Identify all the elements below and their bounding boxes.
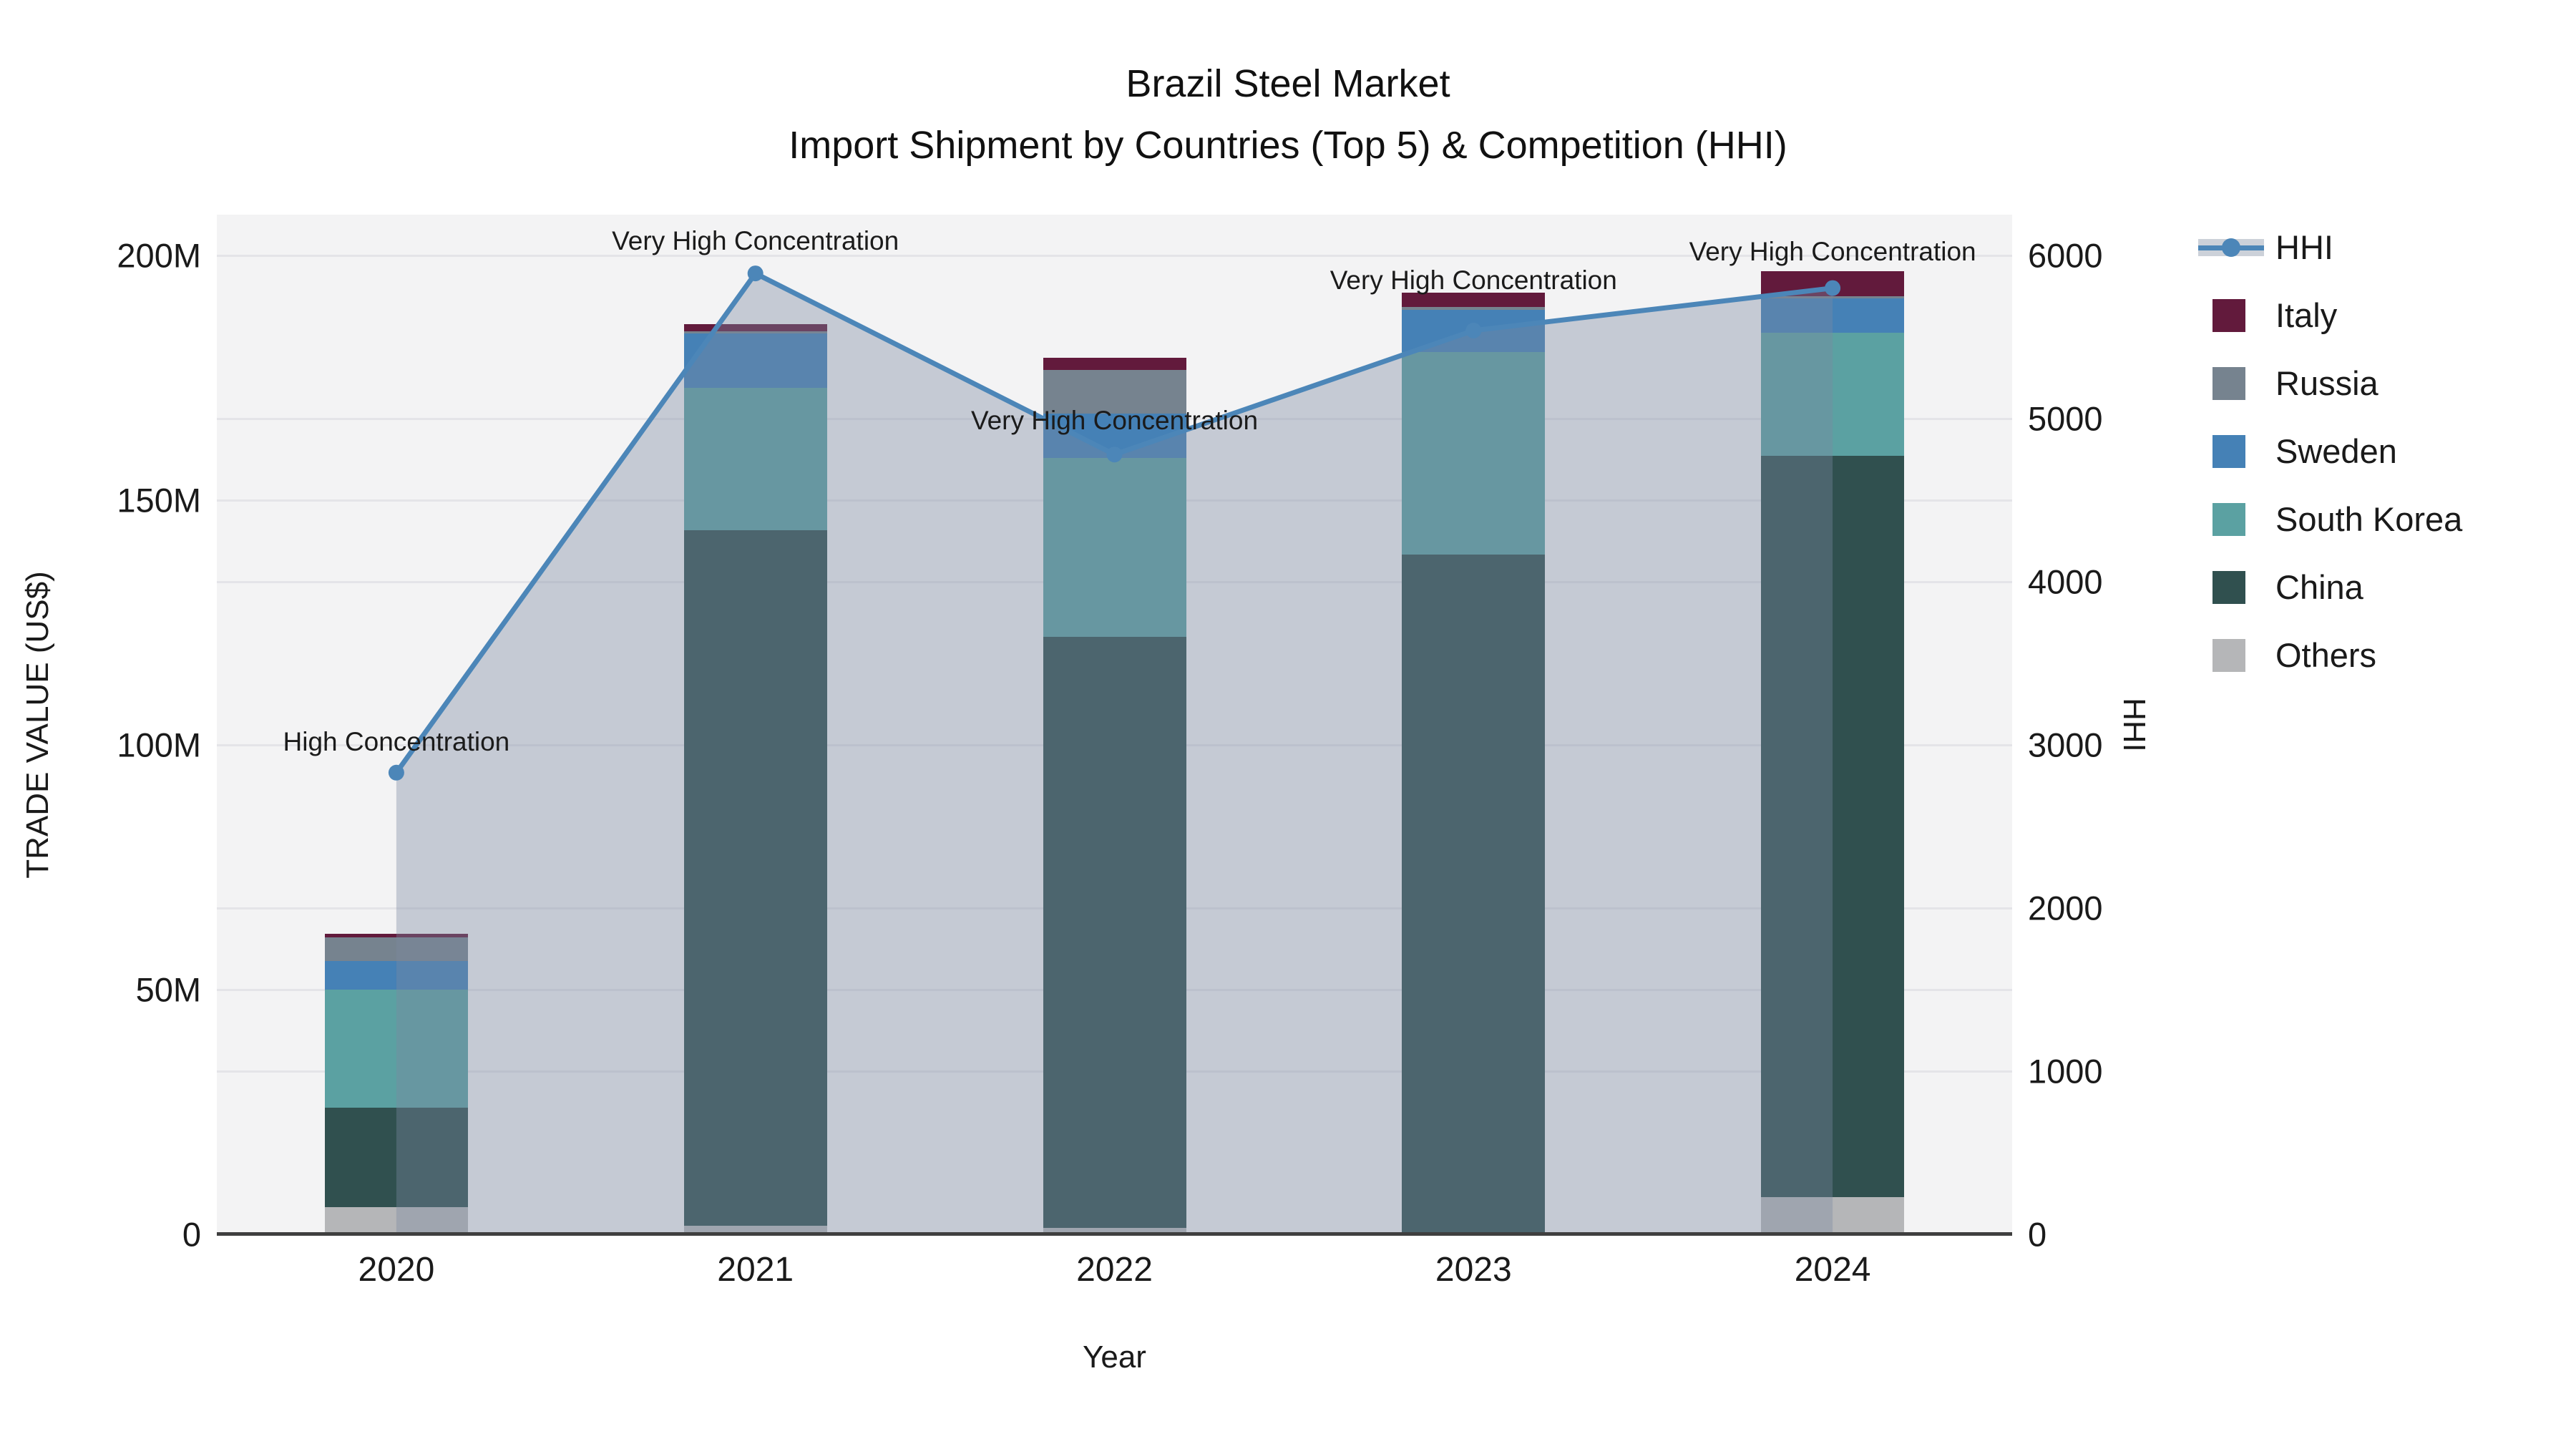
y-left-tick-label: 150M bbox=[117, 481, 201, 519]
annotation-2020: High Concentration bbox=[283, 726, 510, 756]
legend-item-others[interactable]: Others bbox=[2198, 621, 2462, 689]
bar-segment-russia[interactable] bbox=[1761, 296, 1905, 299]
legend-swatch-icon bbox=[2198, 570, 2273, 604]
bar-segment-russia[interactable] bbox=[1043, 369, 1186, 414]
annotation-2021: Very High Concentration bbox=[612, 226, 899, 256]
x-tick-label-2022: 2022 bbox=[1076, 1251, 1153, 1289]
bar-segment-south-korea[interactable] bbox=[1043, 458, 1186, 637]
annotation-2023: Very High Concentration bbox=[1330, 265, 1617, 295]
bar-segment-china[interactable] bbox=[1402, 555, 1546, 1233]
y-right-tick-label: 3000 bbox=[2028, 726, 2103, 764]
plot-area[interactable]: TRADE VALUE (US$) HHI Year High Concentr… bbox=[20, 215, 2152, 1375]
y-right-tick-label: 1000 bbox=[2028, 1052, 2103, 1091]
legend-swatch-icon bbox=[2198, 298, 2273, 332]
legend-item-russia[interactable]: Russia bbox=[2198, 349, 2462, 417]
legend-label: Others bbox=[2275, 636, 2377, 674]
bar-segment-russia[interactable] bbox=[324, 937, 468, 962]
bar-segment-sweden[interactable] bbox=[1761, 298, 1905, 333]
legend-swatch-icon bbox=[2198, 502, 2273, 536]
x-tick-label-2024: 2024 bbox=[1794, 1251, 1871, 1289]
bar-segment-south-korea[interactable] bbox=[1402, 352, 1546, 555]
bar-segment-italy[interactable] bbox=[1402, 292, 1546, 308]
hhi-overlay bbox=[388, 265, 1841, 1235]
legend-item-hhi[interactable]: HHI bbox=[2198, 213, 2462, 281]
legend-swatch-icon bbox=[2198, 638, 2273, 672]
bar-segment-sweden[interactable] bbox=[324, 961, 468, 990]
legend-line-icon bbox=[2198, 238, 2273, 257]
bar-segment-south-korea[interactable] bbox=[1761, 332, 1905, 456]
hhi-marker-2021[interactable] bbox=[747, 265, 763, 282]
hhi-marker-2020[interactable] bbox=[388, 764, 404, 781]
bar-segment-italy[interactable] bbox=[324, 933, 468, 938]
y-right-tick-label: 2000 bbox=[2028, 889, 2103, 927]
bar-segment-russia[interactable] bbox=[683, 331, 827, 334]
y-right-tick-label: 0 bbox=[2028, 1215, 2047, 1254]
stacked-bar-2021[interactable] bbox=[683, 323, 827, 1234]
bar-segment-italy[interactable] bbox=[1043, 357, 1186, 370]
stacked-bar-2024[interactable] bbox=[1761, 271, 1905, 1234]
legend-item-china[interactable]: China bbox=[2198, 553, 2462, 621]
annotation-2024: Very High Concentration bbox=[1689, 236, 1976, 266]
x-tick-label-2023: 2023 bbox=[1435, 1251, 1512, 1289]
bar-segment-china[interactable] bbox=[1043, 636, 1186, 1229]
legend-label: Sweden bbox=[2275, 432, 2397, 470]
legend-label: South Korea bbox=[2275, 500, 2463, 538]
bar-segment-south-korea[interactable] bbox=[683, 387, 827, 531]
legend-label: Russia bbox=[2275, 364, 2379, 402]
y-axis-title-left: TRADE VALUE (US$) bbox=[20, 570, 55, 879]
x-axis-title: Year bbox=[1083, 1340, 1146, 1375]
hhi-area-fill bbox=[396, 273, 1833, 1235]
bar-segment-russia[interactable] bbox=[1402, 307, 1546, 310]
y-right-tick-label: 6000 bbox=[2028, 236, 2103, 275]
legend-swatch-icon bbox=[2198, 366, 2273, 400]
bar-segment-others[interactable] bbox=[324, 1206, 468, 1234]
x-tick-label-2020: 2020 bbox=[358, 1251, 435, 1289]
legend: HHI Italy Russia Sweden South Korea China Othe… bbox=[2198, 213, 2462, 689]
bar-segment-italy[interactable] bbox=[683, 323, 827, 331]
legend-item-italy[interactable]: Italy bbox=[2198, 281, 2462, 349]
y-right-tick-label: 5000 bbox=[2028, 399, 2103, 438]
bar-segment-china[interactable] bbox=[324, 1107, 468, 1207]
stacked-bar-2020[interactable] bbox=[324, 933, 468, 1234]
y-left-tick-label: 50M bbox=[135, 970, 201, 1009]
bar-segment-others[interactable] bbox=[683, 1225, 827, 1234]
chart-title-line2: Import Shipment by Countries (Top 5) & C… bbox=[789, 124, 1787, 167]
y-axis-title-right: HHI bbox=[2117, 697, 2152, 752]
hhi-marker-2024[interactable] bbox=[1825, 280, 1841, 296]
legend-label: Italy bbox=[2275, 296, 2338, 334]
bar-segment-china[interactable] bbox=[683, 530, 827, 1226]
annotation-2022: Very High Concentration bbox=[970, 406, 1259, 436]
legend-item-south-korea[interactable]: South Korea bbox=[2198, 485, 2462, 553]
bar-segment-china[interactable] bbox=[1761, 455, 1905, 1197]
x-axis-line bbox=[217, 1232, 2012, 1236]
bar-segment-others[interactable] bbox=[1761, 1197, 1905, 1234]
stacked-bar-2022[interactable] bbox=[1043, 357, 1186, 1234]
y-left-tick-label: 0 bbox=[182, 1215, 201, 1254]
y-right-tick-label: 4000 bbox=[2028, 562, 2103, 601]
hhi-marker-2023[interactable] bbox=[1465, 322, 1482, 338]
chart-title: Brazil Steel Market Import Shipment by C… bbox=[0, 53, 2576, 176]
bar-segment-south-korea[interactable] bbox=[324, 989, 468, 1108]
legend-label: HHI bbox=[2275, 228, 2333, 266]
legend-label: China bbox=[2275, 568, 2363, 606]
chart-title-line1: Brazil Steel Market bbox=[1126, 62, 1450, 105]
legend-swatch-icon bbox=[2198, 434, 2273, 468]
y-left-tick-label: 100M bbox=[117, 726, 201, 764]
x-tick-label-2021: 2021 bbox=[717, 1251, 794, 1289]
hhi-marker-2022[interactable] bbox=[1106, 447, 1123, 463]
gridline bbox=[217, 255, 2012, 257]
bar-segment-others[interactable] bbox=[1043, 1228, 1186, 1234]
legend-item-sweden[interactable]: Sweden bbox=[2198, 417, 2462, 485]
y-left-tick-label: 200M bbox=[117, 236, 201, 275]
